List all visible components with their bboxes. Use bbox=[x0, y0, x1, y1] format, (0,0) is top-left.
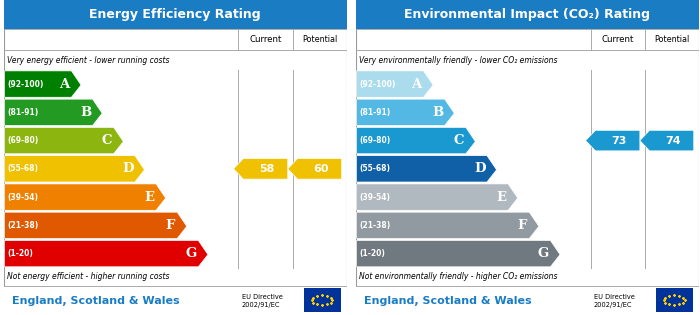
Text: Current: Current bbox=[249, 35, 281, 44]
Text: D: D bbox=[122, 162, 134, 175]
Text: B: B bbox=[80, 106, 91, 119]
Text: Potential: Potential bbox=[654, 35, 690, 44]
Text: Current: Current bbox=[601, 35, 634, 44]
Text: (55-68): (55-68) bbox=[7, 164, 38, 173]
Polygon shape bbox=[356, 184, 518, 210]
FancyBboxPatch shape bbox=[356, 0, 699, 315]
Text: B: B bbox=[432, 106, 443, 119]
Polygon shape bbox=[4, 156, 144, 182]
FancyBboxPatch shape bbox=[656, 288, 693, 312]
FancyBboxPatch shape bbox=[4, 286, 346, 315]
Text: Environmental Impact (CO₂) Rating: Environmental Impact (CO₂) Rating bbox=[404, 8, 650, 21]
Polygon shape bbox=[356, 212, 539, 238]
Text: (55-68): (55-68) bbox=[359, 164, 390, 173]
Text: (39-54): (39-54) bbox=[7, 192, 38, 202]
Text: F: F bbox=[518, 219, 527, 232]
Text: (1-20): (1-20) bbox=[359, 249, 385, 258]
Text: (69-80): (69-80) bbox=[7, 136, 38, 145]
Polygon shape bbox=[234, 158, 288, 179]
Polygon shape bbox=[356, 127, 475, 154]
Polygon shape bbox=[4, 240, 208, 267]
FancyBboxPatch shape bbox=[356, 0, 699, 29]
Text: (81-91): (81-91) bbox=[359, 108, 391, 117]
FancyBboxPatch shape bbox=[4, 0, 346, 29]
Text: G: G bbox=[186, 247, 197, 260]
Text: G: G bbox=[538, 247, 550, 260]
Text: 60: 60 bbox=[314, 164, 329, 174]
Text: Very environmentally friendly - lower CO₂ emissions: Very environmentally friendly - lower CO… bbox=[359, 56, 557, 65]
Text: E: E bbox=[144, 191, 154, 203]
Text: Not environmentally friendly - higher CO₂ emissions: Not environmentally friendly - higher CO… bbox=[359, 272, 557, 281]
Polygon shape bbox=[4, 99, 102, 125]
Text: C: C bbox=[454, 134, 464, 147]
Text: Not energy efficient - higher running costs: Not energy efficient - higher running co… bbox=[7, 272, 169, 281]
Text: 73: 73 bbox=[611, 135, 626, 146]
Text: (92-100): (92-100) bbox=[359, 80, 396, 89]
Text: England, Scotland & Wales: England, Scotland & Wales bbox=[12, 295, 180, 306]
Polygon shape bbox=[356, 240, 560, 267]
FancyBboxPatch shape bbox=[304, 288, 341, 312]
Text: EU Directive
2002/91/EC: EU Directive 2002/91/EC bbox=[242, 294, 283, 307]
Polygon shape bbox=[640, 130, 694, 151]
Polygon shape bbox=[4, 71, 81, 97]
Text: England, Scotland & Wales: England, Scotland & Wales bbox=[364, 295, 532, 306]
FancyBboxPatch shape bbox=[356, 286, 699, 315]
Polygon shape bbox=[4, 184, 166, 210]
Text: A: A bbox=[412, 77, 422, 90]
Polygon shape bbox=[4, 212, 187, 238]
Text: (1-20): (1-20) bbox=[7, 249, 33, 258]
Text: (69-80): (69-80) bbox=[359, 136, 391, 145]
Text: 58: 58 bbox=[259, 164, 274, 174]
Text: (39-54): (39-54) bbox=[359, 192, 390, 202]
Text: A: A bbox=[60, 77, 70, 90]
Polygon shape bbox=[356, 99, 454, 125]
Text: (81-91): (81-91) bbox=[7, 108, 38, 117]
Text: (21-38): (21-38) bbox=[359, 221, 391, 230]
Text: D: D bbox=[475, 162, 486, 175]
Text: Energy Efficiency Rating: Energy Efficiency Rating bbox=[89, 8, 261, 21]
Polygon shape bbox=[356, 156, 496, 182]
Text: (21-38): (21-38) bbox=[7, 221, 38, 230]
Text: (92-100): (92-100) bbox=[7, 80, 43, 89]
Text: E: E bbox=[496, 191, 506, 203]
Text: Potential: Potential bbox=[302, 35, 337, 44]
Polygon shape bbox=[356, 71, 433, 97]
Polygon shape bbox=[586, 130, 640, 151]
Text: Very energy efficient - lower running costs: Very energy efficient - lower running co… bbox=[7, 56, 169, 65]
FancyBboxPatch shape bbox=[4, 0, 346, 315]
Text: F: F bbox=[166, 219, 175, 232]
Polygon shape bbox=[4, 127, 123, 154]
Text: C: C bbox=[102, 134, 112, 147]
Polygon shape bbox=[288, 158, 342, 179]
Text: EU Directive
2002/91/EC: EU Directive 2002/91/EC bbox=[594, 294, 635, 307]
Text: 74: 74 bbox=[665, 135, 681, 146]
